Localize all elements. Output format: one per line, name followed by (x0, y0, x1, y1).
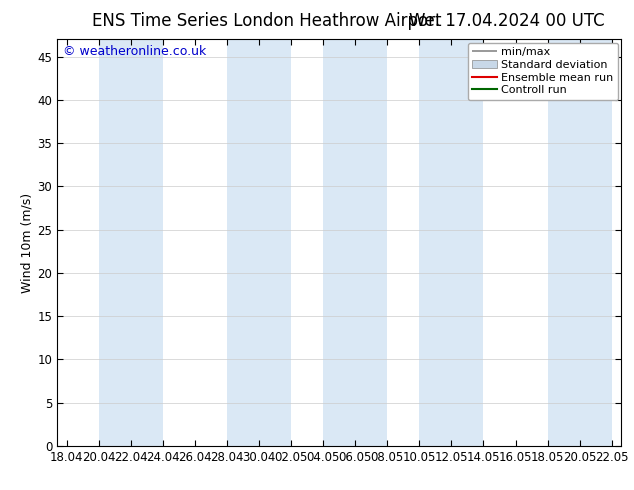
Bar (419, 39, 484, 446)
Bar (323, 39, 387, 446)
Y-axis label: Wind 10m (m/s): Wind 10m (m/s) (20, 193, 33, 293)
Text: ENS Time Series London Heathrow Airport: ENS Time Series London Heathrow Airport (91, 12, 441, 30)
Text: We. 17.04.2024 00 UTC: We. 17.04.2024 00 UTC (410, 12, 605, 30)
Text: © weatheronline.co.uk: © weatheronline.co.uk (63, 45, 206, 58)
Legend: min/max, Standard deviation, Ensemble mean run, Controll run: min/max, Standard deviation, Ensemble me… (468, 43, 618, 100)
Bar (99, 39, 163, 446)
Bar (548, 39, 612, 446)
Bar (227, 39, 291, 446)
